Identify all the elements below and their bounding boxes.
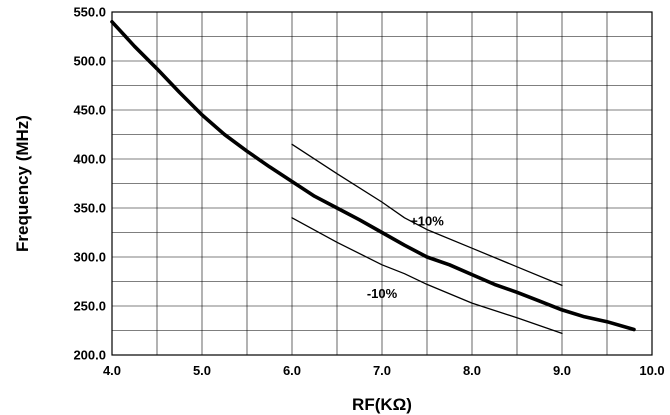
y-tick-label: 350.0 [73,201,106,216]
plot-frame [111,11,653,356]
annotations: +10% -10% [367,214,444,302]
minor-gridlines [112,12,652,355]
x-tick-label: 7.0 [373,363,391,378]
y-tick-label: 300.0 [73,250,106,265]
y-tick-label: 200.0 [73,348,106,363]
y-tick-label: 250.0 [73,299,106,314]
y-tick-label: 500.0 [73,54,106,69]
x-tick-label: 4.0 [103,363,121,378]
x-tick-label: 10.0 [639,363,664,378]
series-line-1 [110,20,636,332]
series-line-2 [291,143,563,287]
y-axis-title: Frequency (MHz) [13,115,32,252]
annotation-label: +10% [410,214,444,229]
y-tick-label: 550.0 [73,5,106,20]
x-tick-label: 5.0 [193,363,211,378]
y-tick-label: 400.0 [73,152,106,167]
x-tick-labels: 4.0 5.0 6.0 7.0 8.0 9.0 10.0 [103,363,665,378]
y-tick-labels: 200.0 250.0 300.0 350.0 400.0 450.0 500.0 550.0 [73,5,106,363]
x-tick-label: 9.0 [553,363,571,378]
series-lines [110,20,636,335]
annotation-label: -10% [367,286,398,301]
y-tick-label: 450.0 [73,103,106,118]
x-tick-label: 8.0 [463,363,481,378]
x-axis-title: RF(KΩ) [352,395,412,414]
series-line-3 [291,217,563,335]
x-tick-label: 6.0 [283,363,301,378]
